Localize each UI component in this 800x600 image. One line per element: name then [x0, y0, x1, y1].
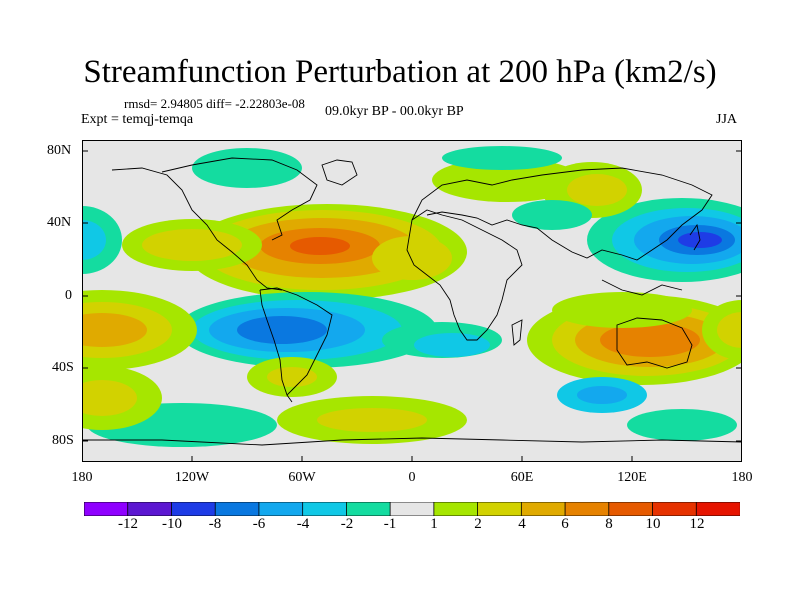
x-tick-120e: 120E: [617, 470, 647, 485]
y-tick-40s: 40S: [52, 360, 74, 375]
colorbar-label-8: 8: [605, 516, 613, 532]
colorbar-label-m8: -8: [208, 516, 222, 532]
colorbar-label-4: 4: [518, 516, 526, 532]
y-tick-40n: 40N: [47, 215, 72, 230]
colorbar-swatch: [520, 502, 566, 516]
y-tick-80n: 80N: [47, 143, 72, 158]
colorbar-label-m4: -4: [296, 516, 310, 532]
colorbar-label-12: 12: [689, 516, 705, 532]
colorbar-swatch: [433, 502, 479, 516]
y-tick-80s: 80S: [52, 433, 74, 448]
colorbar: [84, 502, 740, 516]
colorbar-swatch: [171, 502, 216, 516]
colorbar-swatch: [564, 502, 610, 516]
colorbar-label-6: 6: [561, 516, 569, 532]
colorbar-label-m2: -2: [340, 516, 354, 532]
colorbar-swatch: [652, 502, 697, 516]
axis-ticks: [82, 150, 742, 462]
colorbar-swatch: [258, 502, 304, 516]
colorbar-label-2: 2: [474, 516, 482, 532]
x-tick-180w: 180: [71, 470, 93, 485]
streamfunction-map: [82, 140, 742, 462]
colorbar-label-m12: -12: [118, 516, 138, 532]
x-tick-180e: 180: [731, 470, 753, 485]
colorbar-label-1: 1: [430, 516, 438, 532]
x-tick-0: 0: [408, 470, 416, 485]
colorbar-swatch: [127, 502, 173, 516]
anomaly-fields: [82, 146, 742, 447]
colorbar-label-10: 10: [645, 516, 661, 532]
x-tick-120w: 120W: [174, 470, 210, 485]
colorbar-swatch: [477, 502, 523, 516]
x-tick-60w: 60W: [288, 470, 316, 485]
colorbar-label-m1: -1: [383, 516, 397, 532]
colorbar-swatch: [302, 502, 348, 516]
period-label: 09.0kyr BP - 00.0kyr BP: [325, 104, 464, 119]
experiment-label: Expt = temqj-temqa: [81, 112, 194, 127]
colorbar-swatch: [214, 502, 260, 516]
season-label: JJA: [716, 112, 738, 127]
y-tick-0: 0: [65, 288, 72, 303]
colorbar-swatch: [345, 502, 391, 516]
colorbar-swatch: [84, 502, 129, 516]
colorbar-swatch: [389, 502, 435, 516]
chart-title: Streamfunction Perturbation at 200 hPa (…: [83, 54, 717, 90]
colorbar-label-m10: -10: [162, 516, 182, 532]
coastlines: [82, 157, 742, 446]
colorbar-swatch: [608, 502, 654, 516]
colorbar-swatch: [695, 502, 740, 516]
stats-label: rmsd= 2.94805 diff= -2.22803e-08: [124, 96, 305, 111]
x-tick-60e: 60E: [510, 470, 534, 485]
colorbar-label-m6: -6: [252, 516, 266, 532]
